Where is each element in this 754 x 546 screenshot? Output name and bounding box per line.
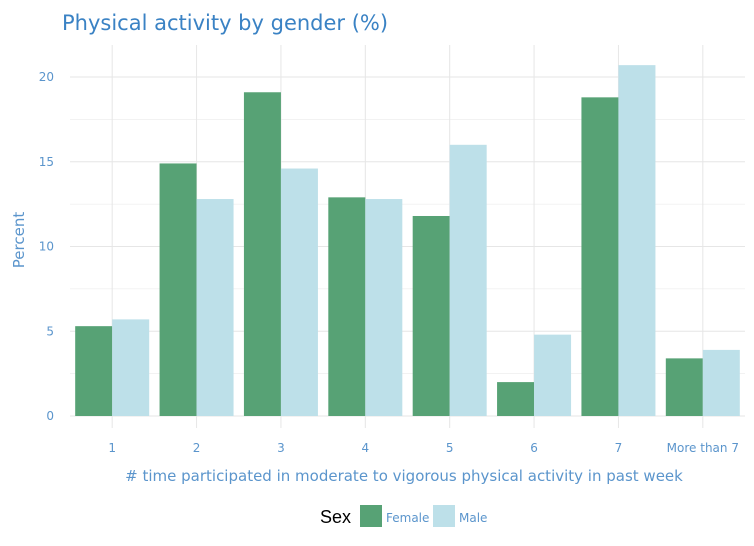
legend-swatch-female <box>360 505 382 527</box>
bar-female-5 <box>412 215 450 416</box>
bar-male-6 <box>534 334 572 416</box>
bar-male-1 <box>112 319 150 416</box>
chart-title: Physical activity by gender (%) <box>62 11 388 35</box>
x-tick-label: 1 <box>108 441 116 455</box>
bar-male-4 <box>365 199 403 416</box>
bar-female-8 <box>665 358 703 416</box>
y-tick-label: 15 <box>39 155 54 169</box>
bar-female-2 <box>159 163 197 416</box>
bar-female-4 <box>328 197 366 416</box>
bar-female-3 <box>243 92 281 416</box>
x-tick-label: 6 <box>530 441 538 455</box>
x-tick-label: 5 <box>446 441 454 455</box>
bar-male-3 <box>280 168 318 416</box>
legend-title: Sex <box>320 507 351 527</box>
bar-female-1 <box>75 326 113 416</box>
x-tick-label: 4 <box>361 441 369 455</box>
bar-female-7 <box>581 97 619 416</box>
y-axis-label: Percent <box>10 212 28 269</box>
y-tick-label: 20 <box>39 70 54 84</box>
bar-male-7 <box>618 65 656 416</box>
legend-label-female: Female <box>386 511 429 525</box>
bar-male-5 <box>449 144 487 417</box>
legend: Sex Female Male <box>320 505 487 527</box>
legend-label-male: Male <box>459 511 487 525</box>
x-tick-label: More than 7 <box>667 441 739 455</box>
y-tick-label: 0 <box>46 409 54 423</box>
y-tick-labels: 0 5 10 15 20 <box>39 70 54 423</box>
y-tick-label: 10 <box>39 240 54 254</box>
bar-male-8 <box>702 349 740 416</box>
x-tick-labels: 1 2 3 4 5 6 7 More than 7 <box>108 441 739 455</box>
x-axis-label: # time participated in moderate to vigor… <box>125 467 683 485</box>
bars <box>75 65 740 417</box>
x-tick-label: 7 <box>615 441 623 455</box>
bar-male-2 <box>196 199 234 416</box>
y-tick-label: 5 <box>46 324 54 338</box>
x-tick-label: 3 <box>277 441 285 455</box>
legend-swatch-male <box>433 505 455 527</box>
bar-female-6 <box>497 382 535 416</box>
x-tick-label: 2 <box>193 441 201 455</box>
